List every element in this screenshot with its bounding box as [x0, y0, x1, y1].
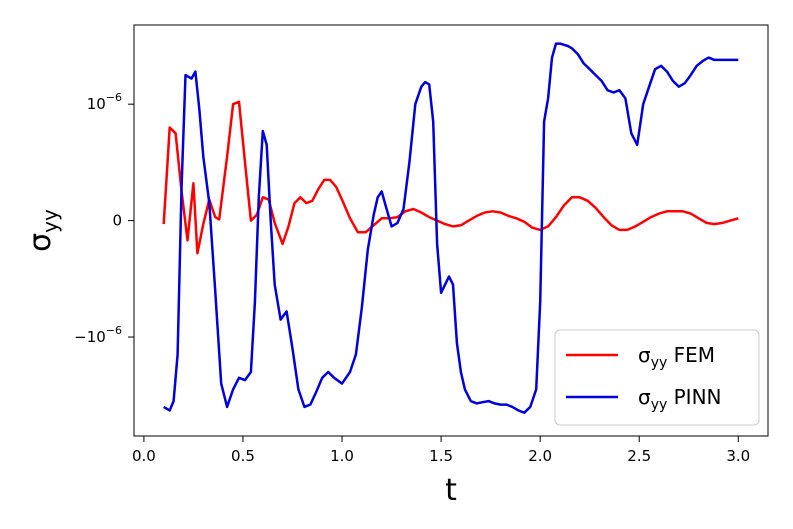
x-tick-label: 2.5: [627, 447, 651, 465]
y-tick-label: 0: [112, 212, 122, 230]
legend-label-pinn: σyy PINN: [638, 385, 722, 413]
y-axis: −10−6 0 10−6: [74, 91, 134, 346]
y-axis-title: σyy: [23, 209, 62, 252]
series-line-fem: [162, 100, 739, 255]
legend-label-fem: σyy FEM: [638, 343, 715, 371]
x-tick-label: 2.0: [528, 447, 552, 465]
x-tick-label: 3.0: [726, 447, 750, 465]
y-tick-label: 10−6: [87, 91, 122, 113]
x-tick-label: 0.5: [231, 447, 255, 465]
series-line-pinn: [163, 42, 739, 414]
x-tick-label: 1.5: [429, 447, 453, 465]
legend: σyy FEM σyy PINN: [554, 329, 760, 426]
plot-frame: [133, 24, 769, 437]
y-tick-label: −10−6: [74, 324, 122, 346]
x-tick-label: 1.0: [330, 447, 354, 465]
x-axis: 0.0 0.5 1.0 1.5 2.0 2.5 3.0: [132, 436, 750, 465]
series-layer: [162, 42, 739, 414]
x-tick-label: 0.0: [132, 447, 156, 465]
x-axis-title: t: [445, 473, 457, 508]
